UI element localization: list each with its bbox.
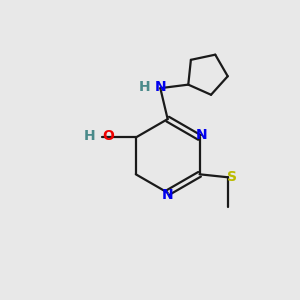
Text: N: N [196,128,207,142]
Text: N: N [162,188,173,202]
Text: N: N [154,80,166,94]
Text: O: O [102,129,114,143]
Text: H: H [139,80,151,94]
Text: S: S [226,170,237,184]
Text: H: H [84,129,95,143]
